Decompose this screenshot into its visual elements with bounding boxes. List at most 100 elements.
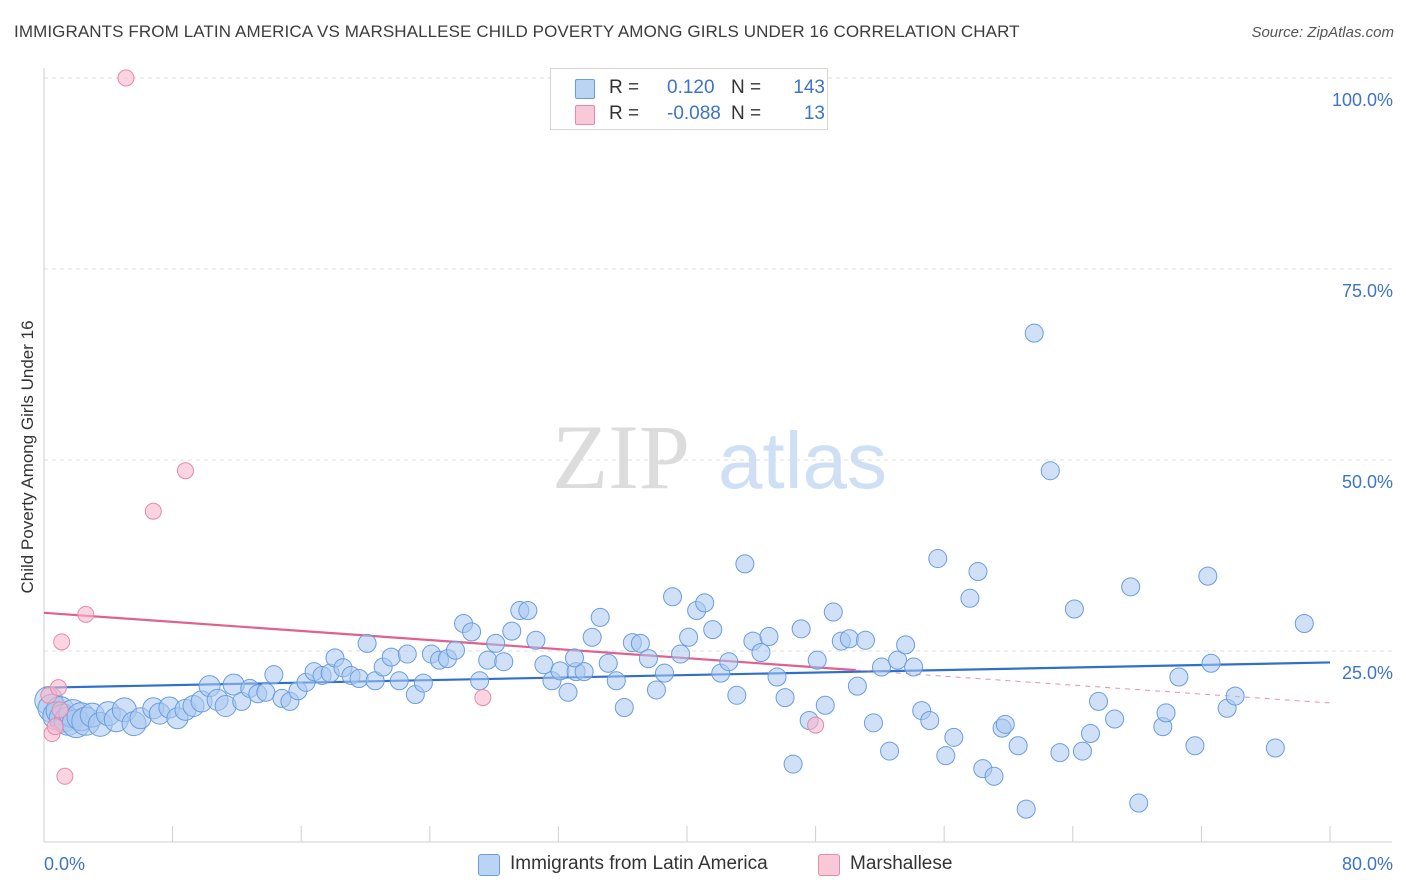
grid-lines xyxy=(44,77,1392,652)
legend-r-label: R = xyxy=(609,77,640,98)
point-latin-america xyxy=(1050,743,1070,763)
point-marshallese xyxy=(51,701,69,719)
trend-line-latin-america xyxy=(43,661,1331,689)
point-marshallese xyxy=(77,605,95,623)
point-latin-america xyxy=(839,629,859,649)
point-latin-america xyxy=(920,711,940,731)
point-latin-america xyxy=(863,713,883,733)
point-latin-america xyxy=(904,657,924,677)
series-latin-america-points xyxy=(34,323,1314,819)
y-tick-label: 75.0% xyxy=(1342,281,1393,301)
point-latin-america xyxy=(590,607,610,627)
point-latin-america xyxy=(646,680,666,700)
point-latin-america xyxy=(1040,461,1060,481)
point-latin-america xyxy=(807,650,827,670)
point-marshallese xyxy=(176,462,194,480)
point-latin-america xyxy=(847,676,867,696)
point-latin-america xyxy=(1064,599,1084,619)
y-tick-label: 100.0% xyxy=(1332,90,1393,110)
point-latin-america xyxy=(1156,703,1176,723)
point-latin-america xyxy=(1121,577,1141,597)
point-latin-america xyxy=(968,562,988,582)
x-tick-label: 80.0% xyxy=(1342,854,1393,874)
point-marshallese xyxy=(53,633,71,651)
point-latin-america xyxy=(558,682,578,702)
point-latin-america xyxy=(880,741,900,761)
point-latin-america xyxy=(888,650,908,670)
point-latin-america xyxy=(1024,323,1044,343)
legend-n-label: N = xyxy=(731,77,762,98)
point-latin-america xyxy=(944,727,964,747)
tick-labels: 25.0% 50.0% 75.0% 100.0% 0.0% 80.0% xyxy=(44,90,1393,874)
point-latin-america xyxy=(494,652,514,672)
point-latin-america xyxy=(1080,724,1100,744)
point-latin-america xyxy=(564,648,584,668)
point-latin-america xyxy=(727,685,747,705)
point-latin-america xyxy=(574,662,594,682)
point-latin-america xyxy=(872,657,892,677)
point-latin-america xyxy=(1169,667,1189,687)
series-marshallese-points xyxy=(40,69,825,785)
point-latin-america xyxy=(349,669,369,689)
legend-n-label: N = xyxy=(731,103,762,124)
point-latin-america xyxy=(486,633,506,653)
point-latin-america xyxy=(759,626,779,646)
point-latin-america xyxy=(663,587,683,607)
point-marshallese xyxy=(46,718,64,736)
point-latin-america xyxy=(357,633,377,653)
point-latin-america xyxy=(518,601,538,621)
point-marshallese xyxy=(474,689,492,707)
point-latin-america xyxy=(703,620,723,640)
point-marshallese xyxy=(117,69,135,87)
point-latin-america xyxy=(478,650,498,670)
point-latin-america xyxy=(1201,653,1221,673)
point-latin-america xyxy=(1008,736,1028,756)
point-latin-america xyxy=(695,593,715,613)
point-latin-america xyxy=(767,667,787,687)
bottom-legend-label: Marshallese xyxy=(850,853,953,874)
x-tick-label: 0.0% xyxy=(44,854,85,874)
point-latin-america xyxy=(823,602,843,622)
point-latin-america xyxy=(896,635,916,655)
point-latin-america xyxy=(995,714,1015,734)
point-latin-america xyxy=(1265,738,1285,758)
point-latin-america xyxy=(1129,793,1149,813)
point-latin-america xyxy=(638,649,658,669)
point-latin-america xyxy=(654,663,674,683)
point-latin-america xyxy=(928,549,948,569)
point-latin-america xyxy=(1016,799,1036,819)
point-latin-america xyxy=(1089,691,1109,711)
legend-r-value: 0.120 xyxy=(667,77,715,98)
point-latin-america xyxy=(550,661,570,681)
point-latin-america xyxy=(984,766,1004,786)
legend-swatch-blue xyxy=(575,79,595,99)
chart-title: IMMIGRANTS FROM LATIN AMERICA VS MARSHAL… xyxy=(14,22,1020,41)
point-marshallese xyxy=(49,679,67,697)
y-tick-label: 25.0% xyxy=(1342,663,1393,683)
legend: R = 0.120 N = 143 R = -0.088 N = 13 xyxy=(550,68,828,130)
point-latin-america xyxy=(256,682,276,702)
legend-n-value: 143 xyxy=(793,77,825,98)
point-latin-america xyxy=(855,630,875,650)
point-latin-america xyxy=(1294,613,1314,633)
point-latin-america xyxy=(381,647,401,667)
legend-swatch-pink xyxy=(575,105,595,125)
point-latin-america xyxy=(671,644,691,664)
point-latin-america xyxy=(775,688,795,708)
point-latin-america xyxy=(1105,709,1125,729)
point-latin-america xyxy=(791,619,811,639)
point-latin-america xyxy=(470,671,490,691)
source-label: Source: ZipAtlas.com xyxy=(1251,24,1394,41)
point-latin-america xyxy=(630,633,650,653)
point-latin-america xyxy=(502,621,522,641)
point-latin-america xyxy=(526,630,546,650)
point-latin-america xyxy=(960,588,980,608)
watermark-zip: ZIP xyxy=(552,406,690,508)
point-latin-america xyxy=(1225,686,1245,706)
point-latin-america xyxy=(1185,736,1205,756)
point-latin-america xyxy=(719,652,739,672)
point-marshallese xyxy=(56,767,74,785)
point-latin-america xyxy=(783,754,803,774)
bottom-legend: Immigrants from Latin America Marshalles… xyxy=(0,852,1406,878)
